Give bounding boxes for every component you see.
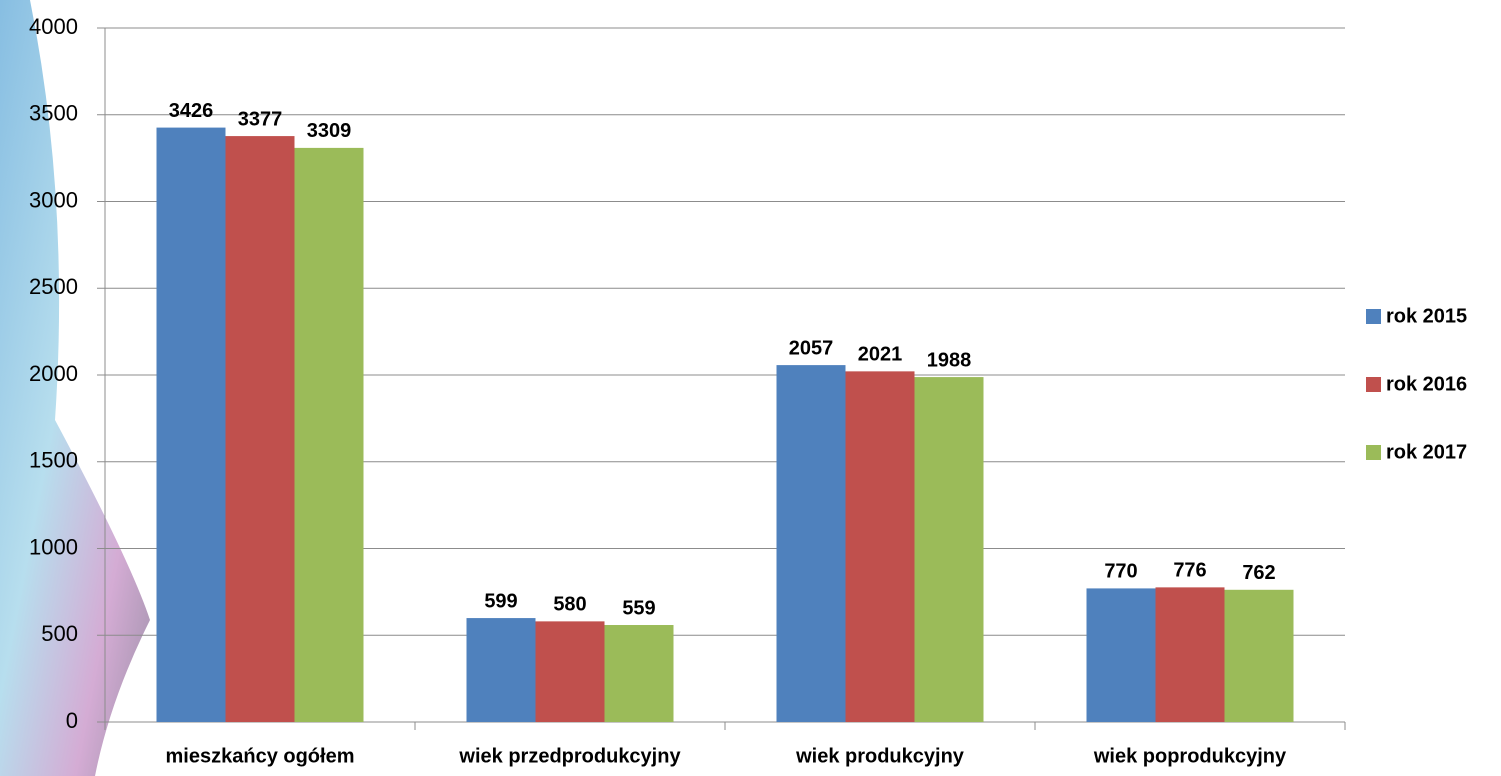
x-tick-label: wiek produkcyjny xyxy=(795,745,965,767)
value-label: 3426 xyxy=(169,100,214,122)
bar xyxy=(1086,588,1156,722)
legend-swatch xyxy=(1366,445,1381,460)
legend-label: rok 2015 xyxy=(1386,305,1467,327)
y-tick-label: 1500 xyxy=(29,448,78,473)
bar xyxy=(225,136,295,722)
y-tick-label: 2000 xyxy=(29,361,78,386)
value-label: 770 xyxy=(1104,561,1137,583)
y-tick-label: 3000 xyxy=(29,187,78,212)
bar xyxy=(156,127,226,723)
value-label: 599 xyxy=(484,590,517,612)
value-label: 776 xyxy=(1173,560,1206,582)
bar xyxy=(294,147,364,723)
y-tick-label: 4000 xyxy=(29,14,78,39)
bar xyxy=(845,371,915,722)
value-label: 3309 xyxy=(307,120,352,142)
value-label: 2057 xyxy=(789,337,834,359)
bar xyxy=(535,621,605,722)
background-decoration xyxy=(0,0,150,776)
x-tick-label: wiek poprodukcyjny xyxy=(1093,745,1287,767)
value-label: 762 xyxy=(1242,562,1275,584)
value-label: 559 xyxy=(622,597,655,619)
value-label: 1988 xyxy=(927,349,972,371)
x-tick-label: wiek przedprodukcyjny xyxy=(458,745,681,767)
y-tick-label: 1000 xyxy=(29,534,78,559)
y-tick-label: 3500 xyxy=(29,101,78,126)
legend-swatch xyxy=(1366,377,1381,392)
y-tick-label: 500 xyxy=(41,621,78,646)
bar xyxy=(914,377,984,722)
bar xyxy=(1224,589,1294,722)
x-tick-label: mieszkańcy ogółem xyxy=(166,745,355,767)
bar xyxy=(776,365,846,722)
bar xyxy=(466,618,536,722)
legend-swatch xyxy=(1366,309,1381,324)
value-label: 3377 xyxy=(238,108,283,130)
value-label: 580 xyxy=(553,594,586,616)
legend-label: rok 2016 xyxy=(1386,373,1467,395)
legend-label: rok 2017 xyxy=(1386,441,1467,463)
y-tick-label: 0 xyxy=(66,708,78,733)
y-tick-label: 2500 xyxy=(29,274,78,299)
bar xyxy=(1155,587,1225,722)
bar xyxy=(604,625,674,722)
value-label: 2021 xyxy=(858,344,903,366)
